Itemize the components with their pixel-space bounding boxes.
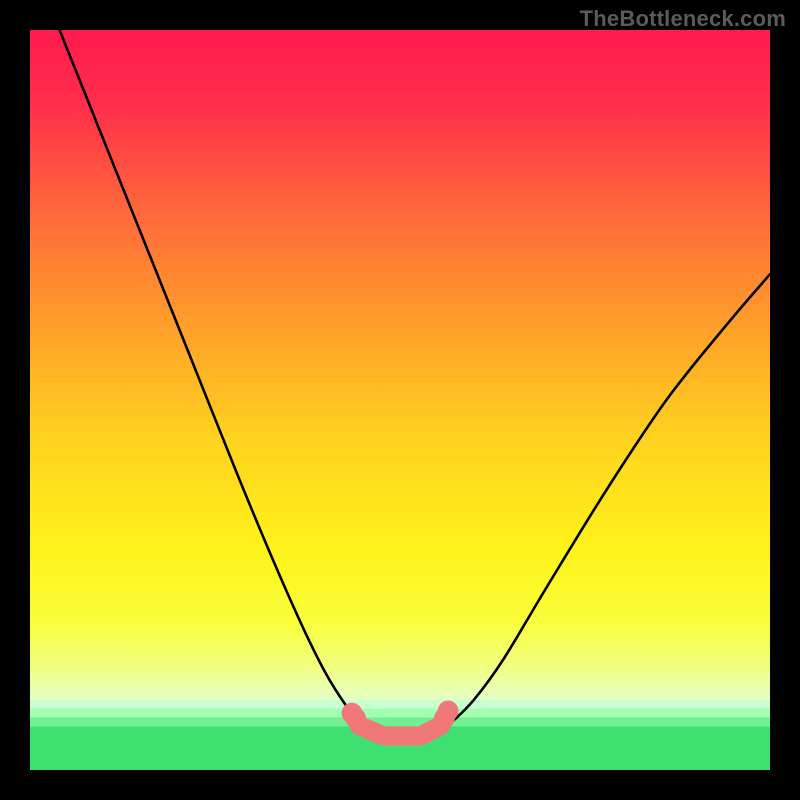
gradient-background [30, 30, 770, 770]
chart-container: TheBottleneck.com [0, 0, 800, 800]
plot-area [30, 30, 770, 770]
watermark-text: TheBottleneck.com [580, 6, 786, 32]
chart-svg [30, 30, 770, 770]
